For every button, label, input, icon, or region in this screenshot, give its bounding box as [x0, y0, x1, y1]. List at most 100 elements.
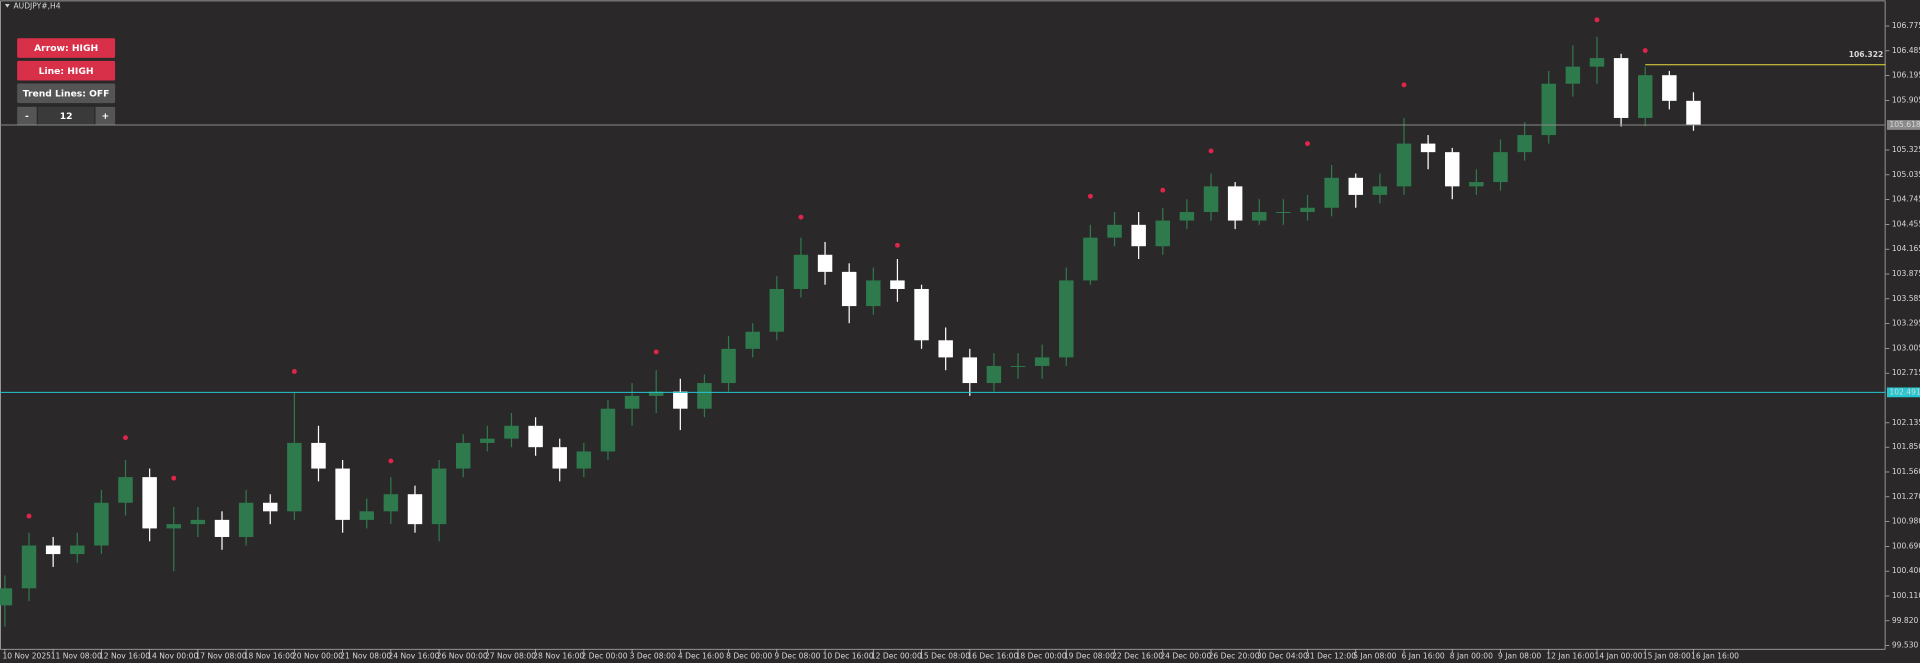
candle-body	[986, 365, 1002, 384]
candle-body	[383, 494, 399, 512]
candle-body	[214, 519, 230, 537]
candle-body	[455, 442, 471, 469]
x-tick-label: 10 Dec 16:00	[823, 652, 874, 661]
signal-dot	[1594, 17, 1600, 23]
signal-dot	[1160, 187, 1166, 193]
y-tick-label: 103.585	[1892, 294, 1920, 303]
x-tick-label: 24 Dec 00:00	[1160, 652, 1211, 661]
x-tick-label: 30 Dec 04:00	[1257, 652, 1308, 661]
x-tick-label: 4 Dec 16:00	[678, 652, 724, 661]
candle-body	[1589, 58, 1605, 67]
candle-body	[1083, 237, 1098, 281]
arrow-button-label: Arrow: HIGH	[34, 43, 98, 54]
candle-body	[745, 331, 760, 349]
controls: Arrow: HIGH Line: HIGH Trend Lines: OFF …	[17, 38, 116, 126]
y-tick-label: 104.165	[1892, 244, 1920, 253]
trend-lines-button-label: Trend Lines: OFF	[23, 88, 110, 99]
period-field[interactable]	[37, 106, 95, 126]
x-tick-label: 28 Nov 16:00	[533, 652, 584, 661]
candle-body	[1493, 152, 1508, 183]
signal-dot	[26, 513, 32, 519]
x-tick-label: 14 Nov 00:00	[147, 652, 198, 661]
menu-triangle[interactable]	[4, 3, 10, 8]
x-tick-label: 26 Nov 00:00	[437, 652, 488, 661]
candle-body	[1059, 280, 1074, 358]
candle-body	[1637, 75, 1653, 118]
x-tick-label: 14 Jan 00:00	[1595, 652, 1643, 661]
signal-dot	[291, 369, 297, 374]
candle-body	[866, 280, 881, 307]
y-tick-label: 104.455	[1892, 219, 1920, 228]
y-tick-label: 101.850	[1892, 442, 1920, 451]
y-tick-label: 105.325	[1892, 145, 1920, 154]
arrow-button[interactable]	[17, 38, 116, 58]
y-tick-label: 106.195	[1892, 71, 1920, 80]
candle-body	[1179, 212, 1195, 221]
minus-button[interactable]	[17, 106, 37, 126]
candle-body	[1372, 186, 1388, 195]
candle-body	[1613, 58, 1629, 118]
level-label: 106.322	[1849, 50, 1884, 59]
x-tick-label: 8 Dec 00:00	[726, 652, 772, 661]
signal-dot	[1208, 148, 1214, 154]
candle-body	[431, 468, 447, 525]
candle-body	[1131, 224, 1146, 247]
candle-body	[1010, 365, 1026, 367]
x-tick-label: 21 Nov 08:00	[340, 652, 391, 661]
candle-body	[311, 442, 326, 469]
y-tick-label: 99.820	[1892, 616, 1919, 625]
candle-body	[142, 477, 157, 529]
level-label: 102.491	[1889, 387, 1920, 396]
x-tick-label: 12 Jan 16:00	[1546, 652, 1594, 661]
x-tick-label: 2 Dec 00:00	[581, 652, 627, 661]
y-tick-label: 103.295	[1892, 319, 1920, 328]
candle-body	[914, 288, 929, 341]
level-label-box	[1886, 387, 1920, 398]
x-tick-label: 8 Jan 00:00	[1450, 652, 1493, 661]
x-tick-label: 17 Nov 08:00	[195, 652, 246, 661]
candle-body	[238, 502, 254, 537]
x-tick-label: 18 Dec 00:00	[1016, 652, 1067, 661]
x-tick-label: 12 Dec 00:00	[871, 652, 922, 661]
y-tick-label: 100.980	[1892, 517, 1920, 526]
y-tick-label: 104.745	[1892, 195, 1920, 204]
y-tick-label: 101.270	[1892, 492, 1920, 501]
plot-frame	[0, 0, 1886, 650]
signal-dot	[1642, 48, 1648, 54]
y-tick-label: 103.005	[1892, 343, 1920, 352]
level-label-box	[1886, 120, 1920, 130]
x-tick-label: 18 Nov 16:00	[244, 652, 295, 661]
y-tick-label: 106.775	[1892, 21, 1920, 30]
candle-body	[190, 519, 206, 525]
candle-body	[1276, 212, 1291, 213]
x-tick-label: 9 Dec 08:00	[774, 652, 820, 661]
x-tick-label: 9 Jan 08:00	[1498, 652, 1541, 661]
chart-title: AUDJPY#,H4	[13, 1, 60, 10]
candle-body	[841, 271, 857, 307]
candle-body	[480, 438, 495, 443]
candles	[0, 36, 1701, 627]
x-tick-label: 3 Dec 08:00	[630, 652, 676, 661]
candle-body	[890, 280, 905, 289]
x-tick-label: 20 Nov 00:00	[292, 652, 343, 661]
signal-dot	[1401, 82, 1407, 88]
plus-button[interactable]	[95, 106, 116, 126]
candle-body	[504, 425, 519, 439]
candle-body	[938, 340, 953, 358]
candle-body	[263, 502, 278, 512]
x-tick-label: 12 Nov 16:00	[99, 652, 150, 661]
x-tick-label: 19 Dec 08:00	[1064, 652, 1115, 661]
candle-body	[600, 408, 616, 452]
minus-button-label: -	[25, 111, 29, 122]
candle-body	[648, 391, 664, 396]
candle-body	[0, 588, 13, 606]
candle-body	[1203, 186, 1219, 213]
signal-dot	[171, 475, 177, 481]
candle-body	[817, 254, 833, 272]
x-tick-label: 6 Jan 16:00	[1402, 652, 1445, 661]
candle-body	[45, 545, 61, 555]
line-button[interactable]	[17, 60, 116, 81]
trend-lines-button[interactable]	[17, 83, 116, 104]
